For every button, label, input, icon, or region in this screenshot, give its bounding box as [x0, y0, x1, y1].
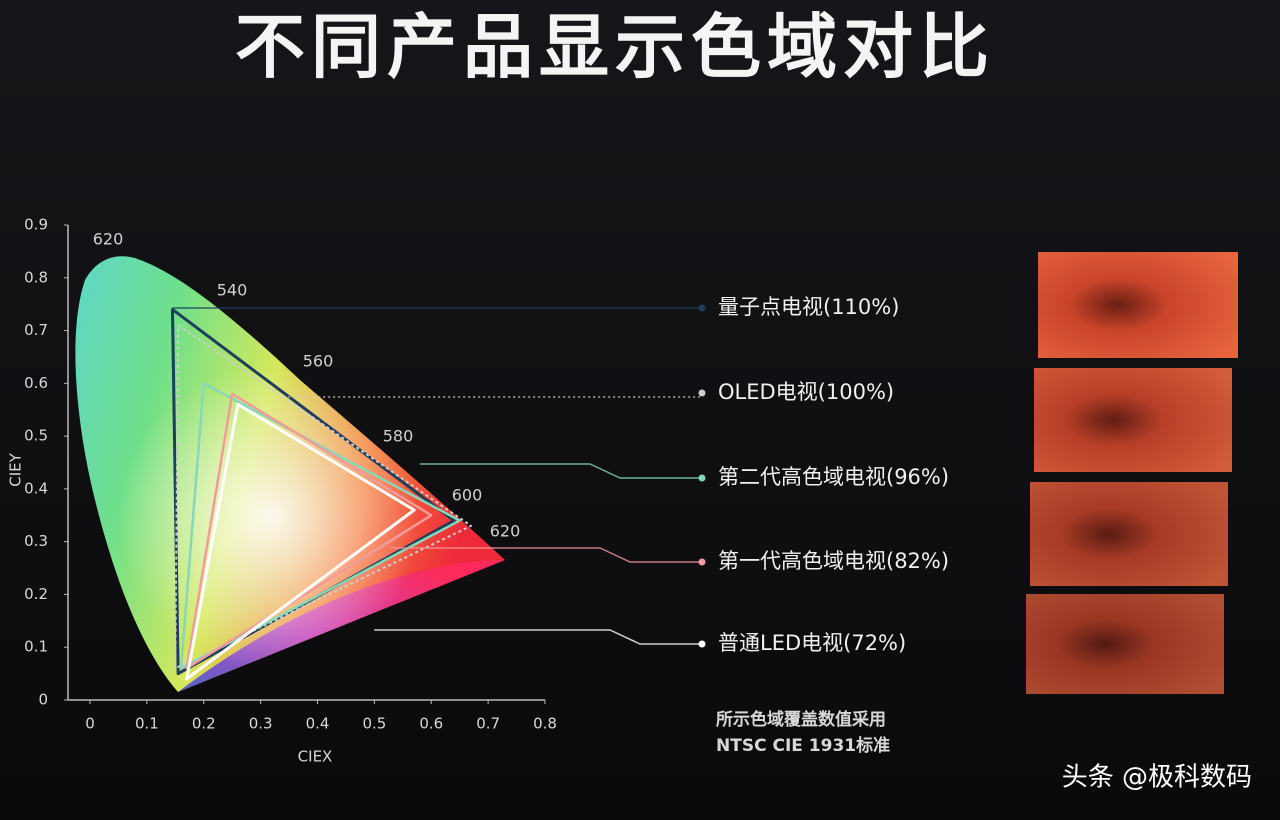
- x-tick-label: 0.3: [249, 715, 273, 733]
- wavelength-label: 560: [303, 352, 334, 371]
- y-tick-label: 0.1: [24, 638, 48, 656]
- y-tick-label: 0.5: [24, 427, 48, 445]
- white-point: [75, 256, 506, 692]
- x-tick-label: 0: [85, 715, 95, 733]
- leader-line: [419, 463, 700, 479]
- x-tick-label: 0.7: [476, 715, 500, 733]
- x-tick-label: 0.5: [362, 715, 386, 733]
- note: NTSC CIE 1931标准: [716, 735, 890, 756]
- legend-marker: [698, 640, 706, 648]
- watermark: 头条 @极科数码: [1062, 763, 1252, 793]
- leader-line: [374, 629, 700, 645]
- legend-marker: [698, 474, 706, 482]
- x-axis-label: CIEX: [298, 748, 333, 766]
- legend-marker: [698, 558, 706, 566]
- photo: [1026, 594, 1224, 694]
- x-tick-label: 0.6: [419, 715, 443, 733]
- title: 不同产品显示色域对比: [235, 6, 995, 88]
- legend-label: 第二代高色域电视(96%): [718, 465, 949, 489]
- wavelength-label: 620: [490, 522, 521, 541]
- legend-label: 量子点电视(110%): [718, 295, 899, 319]
- gamut-triangle: [179, 382, 461, 670]
- leader-line: [391, 547, 700, 563]
- y-tick-label: 0.8: [24, 268, 48, 286]
- photo: [1038, 252, 1238, 358]
- wavelength-label: 600: [452, 486, 483, 505]
- wavelength-label: 620: [93, 230, 124, 249]
- x-tick-label: 0.8: [533, 715, 557, 733]
- y-tick-label: 0.7: [24, 321, 48, 339]
- legend-label: 第一代高色域电视(82%): [718, 549, 949, 573]
- x-tick-label: 0.4: [306, 715, 330, 733]
- x-tick-label: 0.1: [135, 715, 159, 733]
- wavelength-label: 580: [383, 427, 414, 446]
- photo: [1034, 368, 1232, 472]
- gamut-triangle: [185, 402, 416, 681]
- legend-marker: [698, 389, 706, 397]
- y-tick-label: 0.3: [24, 532, 48, 550]
- y-tick-label: 0.2: [24, 585, 48, 603]
- y-tick-label: 0: [38, 691, 48, 709]
- y-tick-label: 0.6: [24, 374, 48, 392]
- legend-label: OLED电视(100%): [718, 380, 894, 404]
- spectral-locus: [75, 256, 506, 692]
- wavelength-label: 540: [217, 281, 248, 300]
- y-tick-label: 0.4: [24, 479, 48, 497]
- sample-photos: [1026, 252, 1238, 694]
- gamut-triangle: [185, 392, 433, 670]
- y-axis-label: CIEY: [7, 452, 25, 486]
- gamut-triangle: [174, 324, 473, 670]
- y-tick-label: 0.9: [24, 216, 48, 234]
- legend-marker: [698, 304, 706, 312]
- x-tick-label: 0.2: [192, 715, 216, 733]
- photo: [1030, 482, 1228, 586]
- legend-label: 普通LED电视(72%): [718, 631, 906, 655]
- note: 所示色域覆盖数值采用: [716, 709, 886, 730]
